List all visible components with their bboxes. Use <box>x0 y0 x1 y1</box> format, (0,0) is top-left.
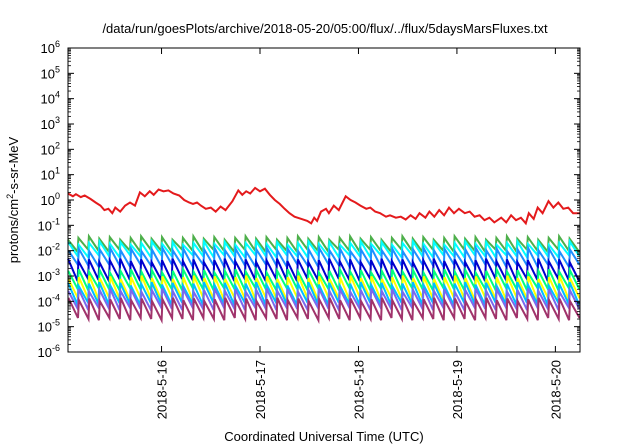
y-tick-label: 10-2 <box>38 242 60 259</box>
chart-title: /data/run/goesPlots/archive/2018-05-20/0… <box>102 21 548 36</box>
flux-series-line <box>67 238 581 261</box>
flux-series-line <box>67 275 581 301</box>
flux-series-line <box>67 279 581 308</box>
x-tick-label: 2018-5-16 <box>155 360 170 419</box>
flux-series-line <box>67 233 581 256</box>
flux-series-line <box>67 244 581 271</box>
flux-series-line <box>67 295 581 325</box>
y-tick-label: 103 <box>41 115 60 132</box>
y-tick-label: 104 <box>41 90 60 107</box>
y-axis-label-base: protons/cm <box>6 199 21 263</box>
y-tick-label: 101 <box>41 166 60 183</box>
plot-lines <box>67 186 581 325</box>
x-axis: 2018-5-16 2018-5-17 2018-5-18 2018-5-19 2018… <box>155 48 563 419</box>
flux-series-line <box>67 265 581 295</box>
x-tick-label: 2018-5-17 <box>253 360 268 419</box>
y-tick-label: 10-4 <box>38 292 60 309</box>
y-axis-label-rest: -s-sr-MeV <box>6 136 21 193</box>
flux-series-line <box>67 285 581 315</box>
x-axis-label: Coordinated Universal Time (UTC) <box>224 429 423 444</box>
y-axis-label: protons/cm2-s-sr-MeV <box>5 136 21 263</box>
flux-series-line <box>67 256 581 285</box>
y-tick-label: 100 <box>41 191 60 208</box>
y-tick-label: 102 <box>41 140 60 157</box>
y-axis: 10-6 10-5 10-4 10-3 10-2 10-1 100 101 102 103 104 1… <box>38 39 580 360</box>
y-tick-label: 10-6 <box>38 343 60 360</box>
y-tick-label: 105 <box>41 64 60 81</box>
y-tick-label: 10-3 <box>38 267 60 284</box>
red-flux-series-line <box>67 186 580 226</box>
y-tick-label: 106 <box>41 39 60 56</box>
x-tick-label: 2018-5-18 <box>351 360 366 419</box>
y-axis-label-superscript: 2 <box>5 194 15 199</box>
y-tick-label: 10-5 <box>38 318 60 335</box>
x-tick-label: 2018-5-20 <box>548 360 563 419</box>
y-tick-label: 10-1 <box>38 216 60 233</box>
x-tick-label: 2018-5-19 <box>450 360 465 419</box>
